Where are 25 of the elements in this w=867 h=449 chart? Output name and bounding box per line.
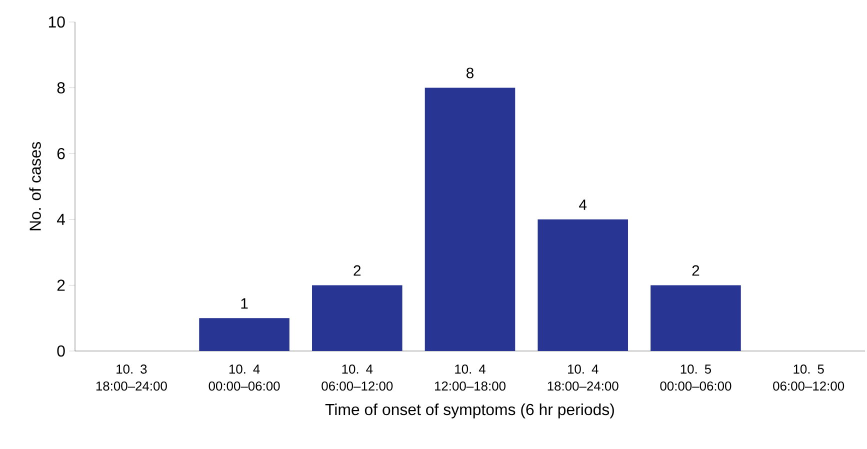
y-tick-label: 10 xyxy=(48,16,65,28)
bar xyxy=(650,285,741,351)
data-label: 4 xyxy=(579,200,587,210)
x-tick-label: 10. 5 06:00–12:00 xyxy=(773,364,844,391)
x-tick-label: 10. 4 12:00–18:00 xyxy=(434,364,506,391)
data-label: 2 xyxy=(692,265,700,276)
bar xyxy=(312,285,402,351)
bar xyxy=(424,88,516,351)
x-tick-label: 10. 5 00:00–06:00 xyxy=(660,364,732,391)
y-tick-label: 4 xyxy=(56,214,66,225)
data-label: 2 xyxy=(354,265,361,276)
x-tick-label: 10. 4 00:00–06:00 xyxy=(208,364,280,391)
x-axis-title: Time of onset of symptoms (6 hr periods) xyxy=(325,403,614,418)
y-tick-label: 2 xyxy=(57,280,65,291)
data-label: 1 xyxy=(241,298,248,309)
x-tick-label: 10. 4 18:00–24:00 xyxy=(548,364,618,391)
y-tick-label: 6 xyxy=(57,148,65,160)
bar xyxy=(199,318,290,351)
y-tick-label: 0 xyxy=(57,345,65,357)
y-axis-title: No. of cases xyxy=(29,142,41,230)
bar xyxy=(538,219,628,351)
x-tick-label: 10. 3 18:00–24:00 xyxy=(96,364,167,391)
y-tick-label: 8 xyxy=(57,82,65,94)
x-tick-label: 10. 4 06:00–12:00 xyxy=(322,364,393,391)
data-label: 8 xyxy=(466,68,474,78)
